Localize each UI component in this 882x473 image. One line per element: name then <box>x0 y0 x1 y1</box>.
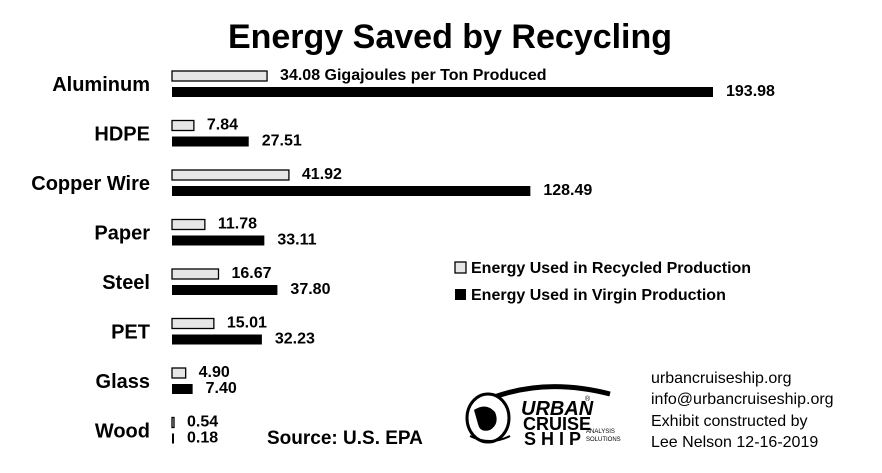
bar-recycled <box>171 367 187 379</box>
legend-swatch-virgin <box>455 289 466 300</box>
category-label: Wood <box>95 421 150 443</box>
category-label: Glass <box>96 371 150 393</box>
bar-virgin <box>172 433 174 444</box>
urban-cruise-ship-logo: URBAN ® CRUISE SHIP ANALYSIS SOLUTIONS <box>465 384 621 449</box>
credit-line: info@urbancruiseship.org <box>651 391 834 408</box>
data-label-recycled: 15.01 <box>227 315 267 332</box>
legend: Energy Used in Recycled Production Energ… <box>454 260 751 304</box>
logo-word-ship: SHIP <box>524 429 586 449</box>
category-label: Paper <box>94 223 150 245</box>
data-label-virgin: 193.98 <box>726 83 775 100</box>
category-label: Steel <box>102 272 150 294</box>
bar-virgin <box>172 235 265 246</box>
plot-area: Aluminum 34.08 Gigajoules per Ton Produce… <box>31 67 775 447</box>
bar-recycled <box>171 218 206 231</box>
bar-recycled <box>171 70 268 82</box>
legend-label-recycled: Energy Used in Recycled Production <box>471 260 751 277</box>
data-label-recycled: 34.08 Gigajoules per Ton Produced <box>280 67 546 84</box>
bar-recycled <box>171 119 195 132</box>
data-label-recycled: 4.90 <box>199 364 230 381</box>
credits-block: urbancruiseship.org info@urbancruiseship… <box>651 370 834 451</box>
data-label-virgin: 37.80 <box>290 281 330 298</box>
credit-line: Exhibit constructed by <box>651 413 808 430</box>
credit-line: urbancruiseship.org <box>651 370 792 387</box>
data-label-virgin: 27.51 <box>262 133 302 150</box>
legend-label-virgin: Energy Used in Virgin Production <box>471 287 726 304</box>
category-label: HDPE <box>94 124 150 146</box>
bar-virgin <box>172 186 531 196</box>
category-label: Copper Wire <box>31 173 150 195</box>
data-label-recycled: 41.92 <box>302 166 342 183</box>
bar-virgin <box>172 136 249 147</box>
data-label-virgin: 128.49 <box>543 182 592 199</box>
data-label-virgin: 0.18 <box>187 430 218 447</box>
data-label-virgin: 7.40 <box>206 380 237 397</box>
bar-virgin <box>172 87 713 97</box>
bar-virgin <box>172 285 278 295</box>
category-label: PET <box>111 322 150 344</box>
logo-word-urban: URBAN <box>521 398 594 420</box>
source-note: Source: U.S. EPA <box>267 428 423 449</box>
category-label: Aluminum <box>52 74 150 96</box>
data-label-virgin: 32.23 <box>275 331 315 348</box>
logo-word-cruise: CRUISE <box>523 414 591 434</box>
bar-virgin <box>172 384 193 394</box>
bar-recycled <box>171 317 215 330</box>
legend-swatch-recycled <box>454 261 467 274</box>
logo-continents <box>474 406 497 431</box>
chart-title: Energy Saved by Recycling <box>228 18 672 56</box>
logo-registered-mark: ® <box>585 395 591 403</box>
data-label-recycled: 0.54 <box>187 414 218 431</box>
data-label-recycled: 16.67 <box>231 265 271 282</box>
bar-virgin <box>172 334 262 345</box>
logo-tagline-analysis: ANALYSIS <box>586 429 615 435</box>
credit-line: Lee Nelson 12-16-2019 <box>651 434 818 451</box>
bar-recycled <box>171 268 220 280</box>
bar-recycled <box>171 169 290 181</box>
data-label-recycled: 11.78 <box>218 216 257 233</box>
data-label-virgin: 33.11 <box>277 232 316 249</box>
logo-tagline-solutions: SOLUTIONS <box>586 437 621 443</box>
logo-wave <box>469 435 511 442</box>
bar-recycled <box>171 416 175 429</box>
data-label-recycled: 7.84 <box>207 117 238 134</box>
